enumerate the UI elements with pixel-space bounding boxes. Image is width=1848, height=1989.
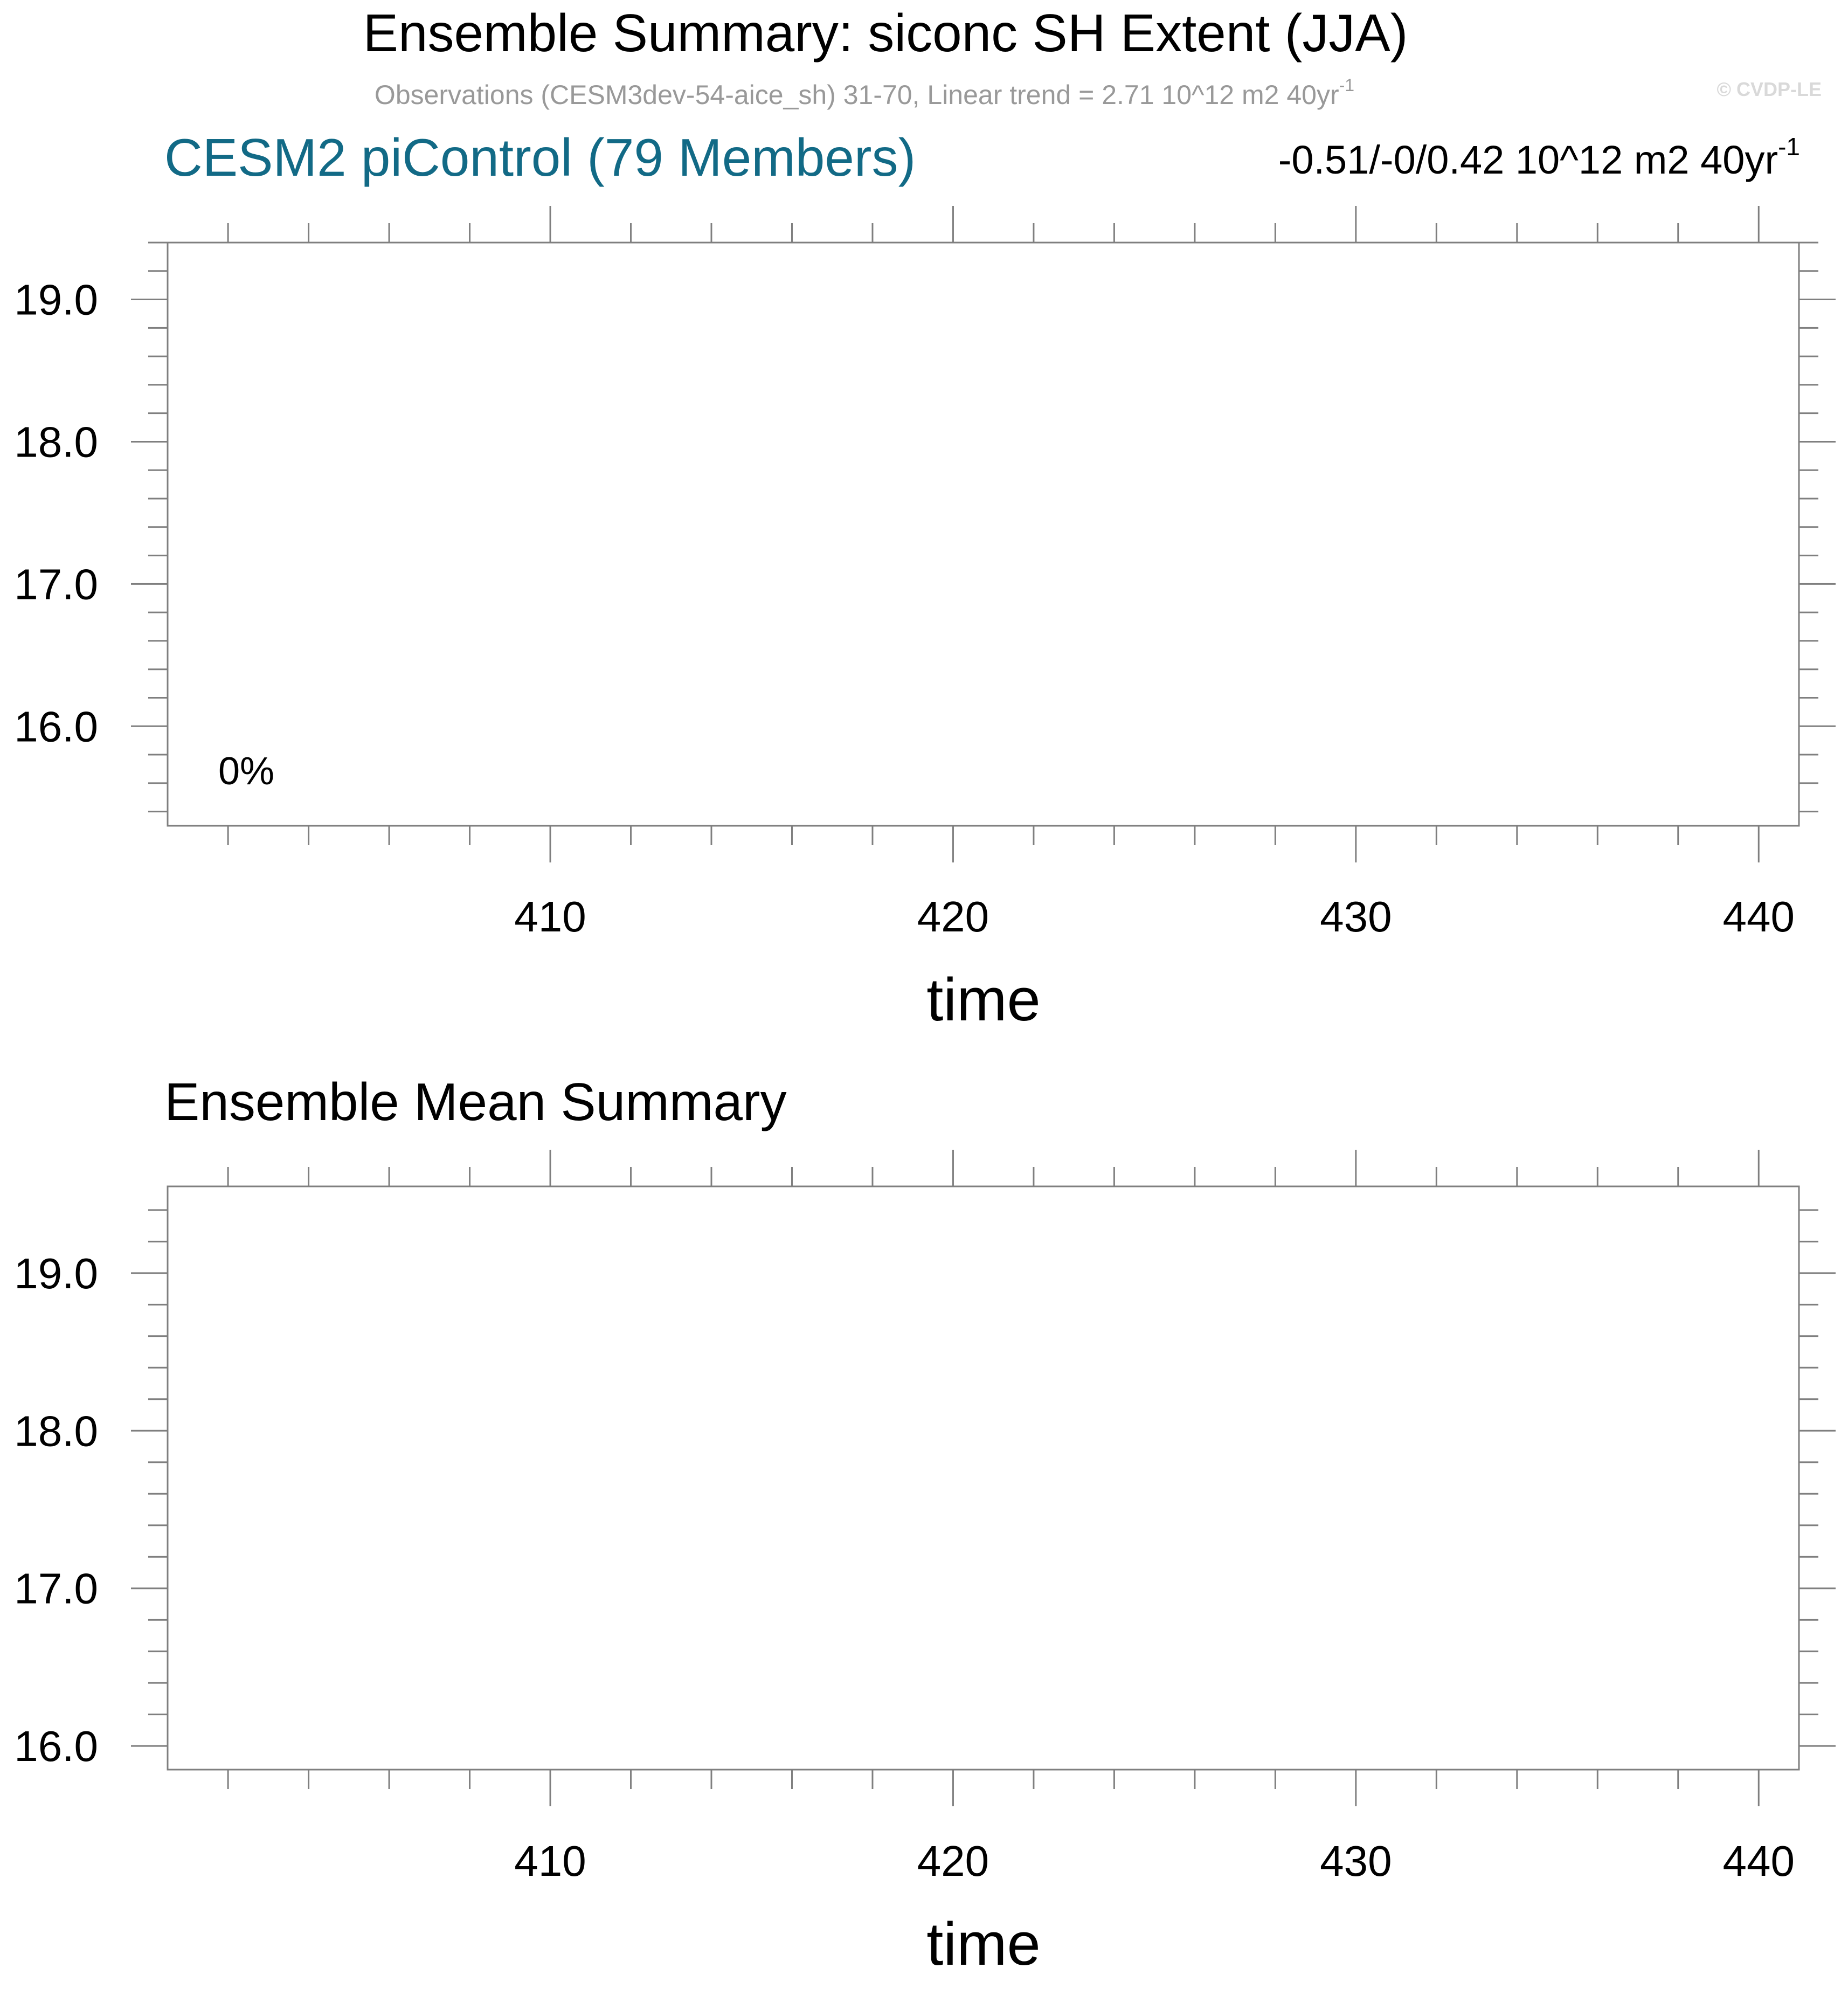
figure-title: Ensemble Summary: siconc SH Extent (JJA) (363, 3, 1408, 63)
panel-2-x-axis-label: time (926, 1910, 1041, 1978)
panel-cesm2-picontrol: CESM2 piControl (79 Members) -0.51/-0/0.… (14, 128, 1836, 1033)
panel-ensemble-mean: Ensemble Mean Summary 410 420 430 440 16.0 17… (14, 1072, 1836, 1978)
x-tick-label: 420 (917, 1837, 989, 1885)
panel-1-title: CESM2 piControl (79 Members) (164, 128, 916, 187)
panel-1-trend-range: -0.51/-0/0.42 10^12 m2 40yr-1 (1278, 133, 1800, 182)
y-tick-label: 17.0 (14, 1565, 98, 1613)
x-tick-label: 430 (1320, 1837, 1392, 1885)
panel-2-ticks (131, 1150, 1836, 1806)
x-tick-label: 440 (1723, 1837, 1795, 1885)
panel-1-x-axis-label: time (926, 966, 1041, 1033)
x-tick-label: 430 (1320, 893, 1392, 941)
panel-1-trend-text: -0.51/-0/0.42 10^12 m2 40yr (1278, 137, 1778, 182)
panel-2-title: Ensemble Mean Summary (164, 1072, 787, 1131)
cvdp-watermark: © CVDP-LE (1717, 78, 1822, 100)
x-tick-label: 410 (514, 893, 586, 941)
y-tick-label: 17.0 (14, 560, 98, 608)
x-tick-label: 440 (1723, 893, 1795, 941)
panel-1-percent-annotation: 0% (218, 750, 274, 793)
panel-1-tick-labels: 410 420 430 440 16.0 17.0 18.0 19.0 (14, 276, 1795, 941)
panel-2-tick-labels: 410 420 430 440 16.0 17.0 18.0 19.0 (14, 1249, 1795, 1885)
x-tick-label: 410 (514, 1837, 586, 1885)
y-tick-label: 19.0 (14, 1249, 98, 1297)
panel-2-plot-frame (167, 1185, 1800, 1771)
y-tick-label: 18.0 (14, 418, 98, 466)
y-tick-label: 16.0 (14, 702, 98, 750)
panel-1-trend-superscript: -1 (1778, 133, 1800, 161)
figure-subtitle-superscript: -1 (1339, 75, 1354, 95)
x-tick-label: 420 (917, 893, 989, 941)
figure-subtitle: Observations (CESM3dev-54-aice_sh) 31-70… (375, 75, 1354, 110)
figure-subtitle-text: Observations (CESM3dev-54-aice_sh) 31-70… (375, 80, 1339, 110)
y-tick-label: 16.0 (14, 1722, 98, 1770)
panel-1-plot-frame (167, 241, 1800, 827)
y-tick-label: 19.0 (14, 276, 98, 324)
panel-1-ticks (131, 206, 1836, 862)
y-tick-label: 18.0 (14, 1407, 98, 1455)
